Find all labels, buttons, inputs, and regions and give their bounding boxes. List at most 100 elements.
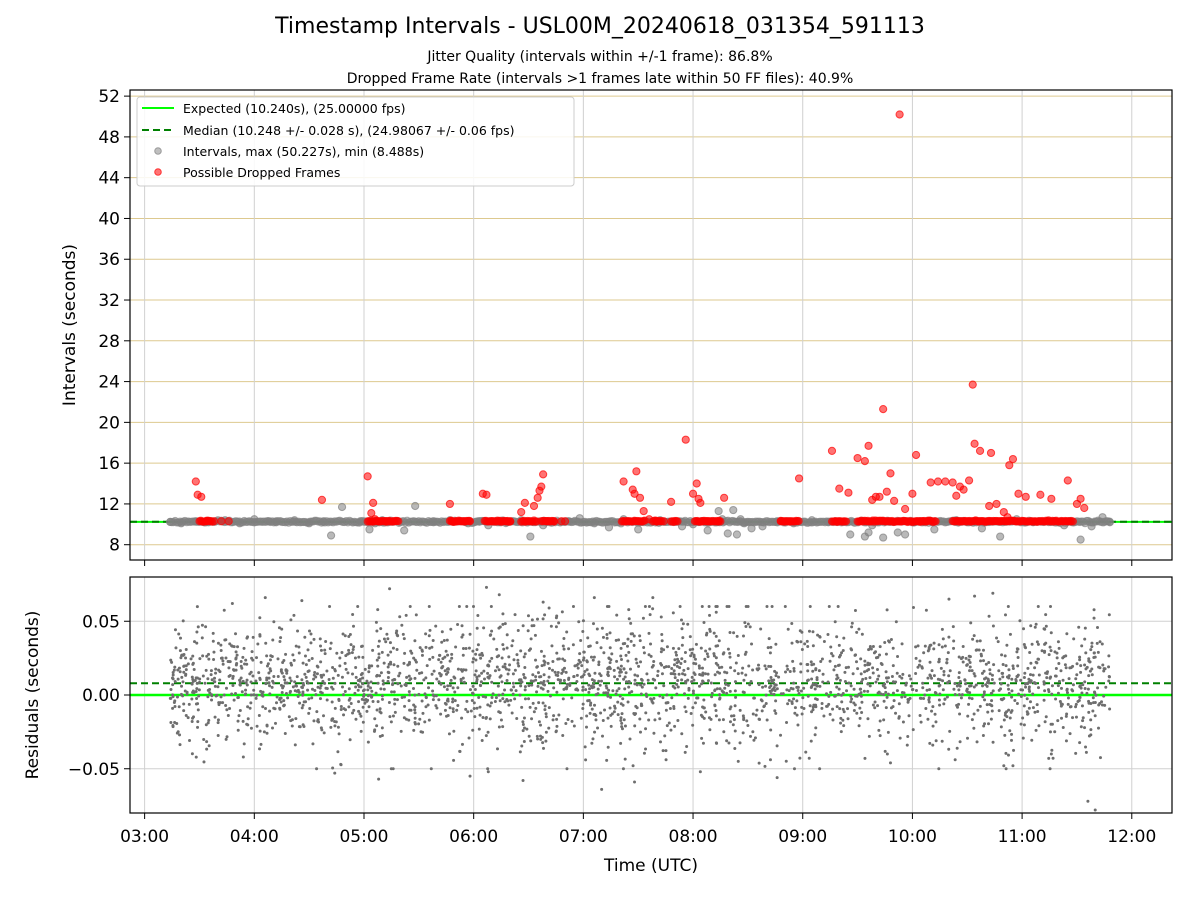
residual-point [713,673,717,677]
residual-point [687,688,691,692]
residual-point [725,739,729,743]
residual-point [605,633,609,637]
residual-point [554,625,558,629]
x-tick-label: 08:00 [669,827,718,847]
residual-point [501,725,505,729]
residual-point [510,644,514,648]
residual-point [978,639,982,643]
residual-point [278,707,282,711]
residual-point [221,659,225,663]
residual-point [480,671,484,675]
residual-point [575,673,579,677]
dropped-frame-point [844,488,853,497]
residual-point [683,705,687,709]
residual-point [446,667,450,671]
residual-point [207,718,211,722]
residual-point [212,657,216,661]
residual-point [579,639,583,643]
residual-point [398,671,402,675]
residual-point [941,679,945,683]
interval-point [356,517,365,526]
residual-point [671,611,675,615]
residual-point [1078,696,1082,700]
residual-point [989,717,993,721]
residual-point [1015,650,1019,654]
residual-point [319,690,323,694]
residual-point [683,651,687,655]
residual-point [179,636,183,640]
residual-point [916,665,920,669]
residual-point [588,703,592,707]
residual-point [906,735,910,739]
residual-point [469,709,473,713]
residual-point [310,696,314,700]
residual-point [820,706,824,710]
dropped-frame-point [970,439,979,448]
residual-point [267,671,271,675]
dropped-frame-point [841,517,851,526]
residual-point [606,673,610,677]
residual-point [403,683,407,687]
residual-point [186,716,190,720]
residual-point [375,658,379,662]
residual-point [996,640,1000,644]
residual-point [943,644,947,648]
residual-point [471,684,475,688]
residual-point [254,696,258,700]
residual-point [841,649,845,653]
interval-point [1076,535,1085,544]
residual-point [499,674,503,678]
residual-point [714,708,718,712]
dropped-frame-point [933,477,943,486]
residual-point [1047,756,1051,760]
residual-point [998,677,1002,681]
residual-point [594,718,598,722]
residual-point [728,689,732,693]
dropped-frame-point [681,435,690,444]
residual-point [420,648,424,652]
residual-point [764,702,768,706]
residual-point [564,670,568,674]
residual-point [854,660,858,664]
residual-point [393,697,397,701]
residual-point [1027,680,1031,684]
residual-point [801,696,805,700]
residual-point [772,692,776,696]
residual-point [347,687,351,691]
residual-point [798,756,802,760]
residual-point [376,608,380,612]
residual-point [391,683,395,687]
residual-point [548,694,552,698]
residual-point [267,676,271,680]
residual-point [987,614,991,618]
residual-point [791,687,795,691]
residual-point [715,687,719,691]
dropped-frame-point [537,482,546,491]
residual-point [473,673,477,677]
interval-point [807,516,816,525]
residual-point [331,676,335,680]
residual-point [503,662,507,666]
residual-point [451,710,455,714]
residual-point [632,634,636,638]
residual-point [257,713,261,717]
residual-point [985,703,989,707]
interval-point [977,524,986,533]
residual-point [1059,669,1063,673]
residual-point [392,663,396,667]
residual-point [561,668,565,672]
residual-point [543,708,547,712]
residual-point [697,684,701,688]
residual-point [881,692,885,696]
dropped-frame-point [1047,494,1056,503]
residual-point [258,729,262,733]
residual-point [810,710,814,714]
residual-point [1001,671,1005,675]
residual-point [499,718,503,722]
residual-point [967,696,971,700]
residual-point [596,726,600,730]
residual-point [611,689,615,693]
residual-point [562,636,566,640]
residual-point [261,705,265,709]
residual-point [282,704,286,708]
